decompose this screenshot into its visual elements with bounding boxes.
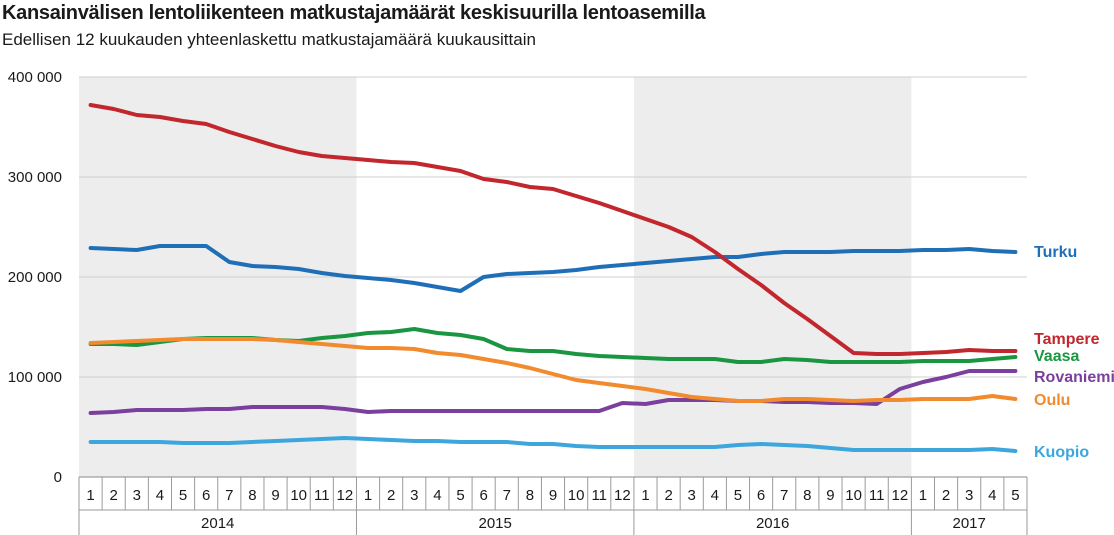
x-tick-label: 4: [156, 487, 164, 504]
x-tick-label: 6: [202, 487, 210, 504]
x-tick-label: 3: [965, 487, 973, 504]
x-tick-label: 4: [988, 487, 996, 504]
series-line-tampere: [88, 103, 1018, 356]
year-label: 2015: [479, 515, 512, 532]
y-tick-label: 100 000: [8, 369, 62, 386]
series-label-tampere: Tampere: [1034, 331, 1100, 348]
x-tick-label: 11: [314, 487, 330, 504]
x-tick-label: 1: [364, 487, 372, 504]
series-line-oulu: [88, 337, 1018, 403]
x-tick-label: 1: [86, 487, 94, 504]
y-tick-label: 300 000: [8, 169, 62, 186]
chart-subtitle: Edellisen 12 kuukauden yhteenlaskettu ma…: [2, 30, 536, 49]
series-line-rovaniemi: [88, 369, 1018, 415]
x-tick-label: 2: [664, 487, 672, 504]
x-tick-label: 5: [1011, 487, 1019, 504]
x-tick-label: 10: [568, 487, 585, 504]
series-label-vaasa: Vaasa: [1034, 348, 1079, 365]
x-tick-label: 5: [734, 487, 742, 504]
x-tick-label: 7: [503, 487, 511, 504]
x-tick-label: 6: [757, 487, 765, 504]
y-tick-label: 200 000: [8, 269, 62, 286]
series-line-turku: [88, 244, 1018, 293]
x-tick-label: 12: [337, 487, 354, 504]
x-tick-label: 7: [780, 487, 788, 504]
x-tick-label: 3: [688, 487, 696, 504]
x-tick-label: 2: [387, 487, 395, 504]
x-tick-label: 11: [591, 487, 607, 504]
x-tick-label: 4: [711, 487, 719, 504]
x-tick-label: 1: [641, 487, 649, 504]
y-tick-label: 400 000: [8, 69, 62, 86]
x-tick-label: 9: [549, 487, 557, 504]
x-tick-label: 7: [225, 487, 233, 504]
x-tick-label: 12: [891, 487, 908, 504]
x-tick-label: 3: [133, 487, 141, 504]
x-tick-label: 1: [919, 487, 927, 504]
year-label: 2014: [201, 515, 234, 532]
series-label-rovaniemi: Rovaniemi: [1034, 369, 1114, 386]
x-tick-label: 12: [614, 487, 631, 504]
x-tick-label: 4: [433, 487, 441, 504]
x-tick-label: 3: [410, 487, 418, 504]
y-tick-label: 0: [54, 469, 62, 486]
x-tick-label: 5: [456, 487, 464, 504]
x-tick-label: 8: [248, 487, 256, 504]
series-label-kuopio: Kuopio: [1034, 444, 1089, 461]
x-tick-label: 8: [803, 487, 811, 504]
x-tick-label: 2: [110, 487, 118, 504]
series-line-kuopio: [88, 436, 1018, 453]
year-label: 2017: [953, 515, 986, 532]
series-label-turku: Turku: [1034, 244, 1077, 261]
x-tick-label: 10: [845, 487, 862, 504]
x-tick-label: 9: [271, 487, 279, 504]
x-tick-label: 11: [869, 487, 885, 504]
x-tick-label: 5: [179, 487, 187, 504]
chart-title: Kansainvälisen lentoliikenteen matkustaj…: [2, 2, 706, 24]
x-tick-label: 10: [290, 487, 307, 504]
x-tick-label: 2: [942, 487, 950, 504]
x-tick-label: 9: [826, 487, 834, 504]
year-label: 2016: [756, 515, 789, 532]
series-label-oulu: Oulu: [1034, 392, 1070, 409]
x-tick-label: 6: [479, 487, 487, 504]
x-tick-label: 8: [526, 487, 534, 504]
